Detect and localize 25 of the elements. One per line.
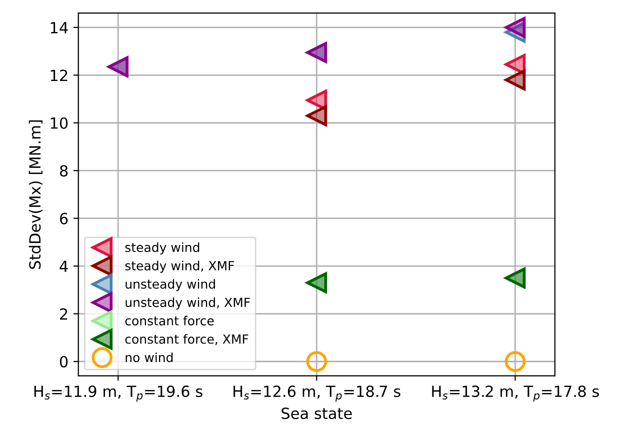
point bbox=[504, 351, 526, 372]
legend-label: steady wind bbox=[125, 242, 200, 254]
x-tick-label: H$_{s}$=11.9 m, T$_{p}$=19.6 s bbox=[34, 386, 202, 402]
point bbox=[504, 70, 526, 90]
y-tick-label: 8 bbox=[60, 165, 68, 177]
legend-label: constant force, XMF bbox=[125, 334, 248, 346]
y-tick-label: 12 bbox=[50, 70, 68, 81]
point bbox=[306, 105, 328, 126]
y-tick-label: 2 bbox=[60, 308, 68, 320]
legend-label: unsteady wind, XMF bbox=[126, 297, 250, 310]
y-tick-label: 0 bbox=[60, 356, 68, 368]
legend-label: no wind bbox=[126, 352, 173, 362]
legend-label: unsteady wind bbox=[126, 279, 215, 292]
legend-label: steady wind, XMF bbox=[125, 260, 234, 273]
x-tick-label: H$_{s}$=12.6 m, T$_{p}$=18.7 s bbox=[234, 386, 400, 402]
x-tick-label: H$_{s}$=13.2 m, T$_{p}$=17.8 s bbox=[432, 386, 599, 402]
point bbox=[306, 351, 328, 372]
legend-label: constant force bbox=[125, 316, 214, 326]
y-tick-label: 6 bbox=[60, 212, 68, 224]
x-axis-title: Sea state bbox=[282, 408, 352, 420]
y-tick-label: 10 bbox=[50, 117, 68, 129]
y-tick-label: 4 bbox=[60, 260, 68, 272]
y-tick-label: 14 bbox=[50, 22, 68, 34]
y-axis-title: StdDev(Mx) [MN.m] bbox=[28, 120, 42, 269]
point bbox=[504, 17, 526, 38]
